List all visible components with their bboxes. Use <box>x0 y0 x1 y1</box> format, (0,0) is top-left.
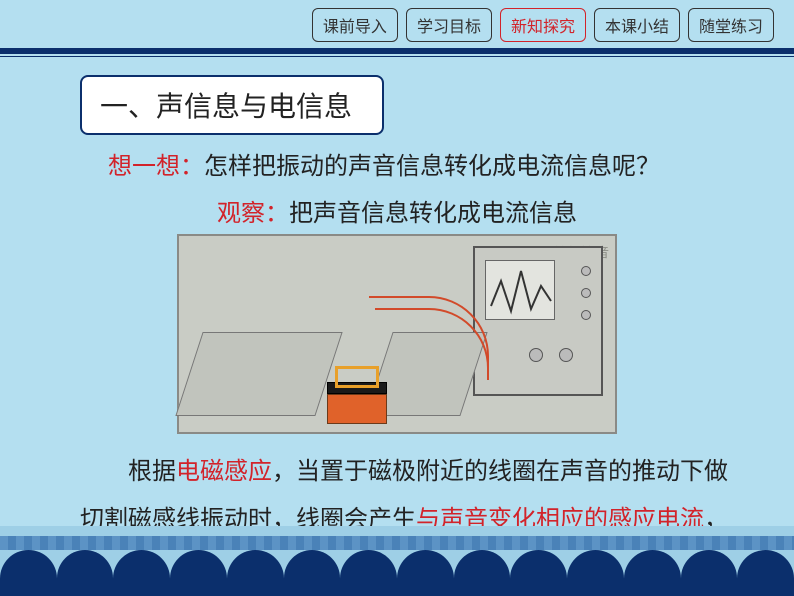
observe-text: 把声音信息转化成电流信息 <box>289 201 577 227</box>
scallop-item <box>0 550 57 596</box>
nav-summary[interactable]: 本课小结 <box>594 8 680 42</box>
scallop-item <box>284 550 341 596</box>
nav-goals[interactable]: 学习目标 <box>406 8 492 42</box>
knob-2 <box>581 288 591 298</box>
scallop-item <box>737 550 794 596</box>
knob-3 <box>581 310 591 320</box>
scallop-item <box>567 550 624 596</box>
knob-5 <box>529 348 543 362</box>
magnet-left <box>175 332 342 416</box>
scallop-item <box>681 550 738 596</box>
scallop-item <box>113 550 170 596</box>
waveform-icon <box>486 261 556 321</box>
scallop-item <box>454 550 511 596</box>
scallop-item <box>170 550 227 596</box>
scallop-item <box>227 550 284 596</box>
knob-1 <box>581 266 591 276</box>
observe-line: 观察：把声音信息转化成电流信息 <box>0 193 794 228</box>
section-title: 一、声信息与电信息 <box>80 75 384 135</box>
knob-4 <box>559 348 573 362</box>
think-text: 怎样把振动的声音信息转化成电流信息呢？ <box>204 154 660 180</box>
divider-thick <box>0 48 794 54</box>
scallop-item <box>624 550 681 596</box>
para-red1: 电磁感应 <box>176 459 272 485</box>
scallop-item <box>397 550 454 596</box>
para-seg1: 根据 <box>128 459 176 485</box>
block-base <box>327 394 387 424</box>
oscilloscope <box>473 246 603 396</box>
top-nav: 课前导入 学习目标 新知探究 本课小结 随堂练习 <box>0 0 794 46</box>
nav-practice[interactable]: 随堂练习 <box>688 8 774 42</box>
diagram-figure: 转化前 音 <box>177 234 617 434</box>
wave-band <box>0 536 794 550</box>
oscilloscope-screen <box>485 260 555 320</box>
nav-explore[interactable]: 新知探究 <box>500 8 586 42</box>
scallop-item <box>510 550 567 596</box>
nav-intro[interactable]: 课前导入 <box>312 8 398 42</box>
think-label: 想一想： <box>108 154 204 180</box>
observe-label: 观察： <box>217 201 289 227</box>
scallop-item <box>340 550 397 596</box>
think-prompt: 想一想：怎样把振动的声音信息转化成电流信息呢？ <box>108 149 734 185</box>
divider-thin <box>0 56 794 57</box>
scallop-item <box>57 550 114 596</box>
scallops <box>0 550 794 596</box>
